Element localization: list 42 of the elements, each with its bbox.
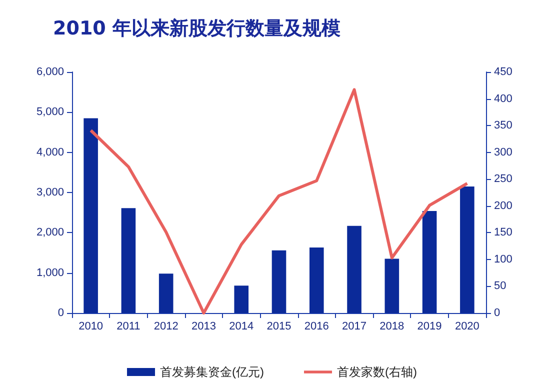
y2-tick-label: 400 — [494, 92, 512, 105]
y2-tick-label: 100 — [494, 253, 512, 266]
chart-title: 2010 年以来新股发行数量及规模 — [53, 18, 340, 40]
line-series — [89, 88, 469, 314]
x-tick-label: 2020 — [454, 320, 480, 332]
y2-tick-label: 0 — [494, 307, 500, 319]
bar — [121, 208, 136, 313]
y2-tick-label: 150 — [494, 226, 512, 239]
x-tick-label: 2010 — [78, 320, 104, 332]
x-tick-label: 2016 — [304, 320, 329, 332]
x-tick-label: 2018 — [380, 320, 404, 332]
y-tick-label: 1,000 — [36, 266, 64, 279]
bar — [422, 210, 437, 313]
y-tick-label: 2,000 — [36, 226, 64, 239]
bar — [460, 186, 474, 313]
bar — [84, 118, 98, 313]
y-tick-label: 5,000 — [36, 106, 64, 118]
x-tick-label: 2011 — [116, 320, 140, 332]
x-tick-label: 2019 — [417, 320, 442, 332]
x-tick-label: 2013 — [191, 320, 216, 332]
y2-tick-label: 450 — [494, 66, 512, 78]
y2-tick-label: 200 — [494, 200, 512, 212]
y-tick-label: 4,000 — [36, 146, 64, 158]
y2-tick-label: 50 — [494, 280, 506, 292]
legend-label: 首发家数(右轴) — [337, 365, 417, 379]
x-tick-label: 2014 — [229, 320, 254, 332]
y2-tick-label: 250 — [494, 173, 512, 186]
bar — [272, 250, 286, 313]
x-tick-label: 2015 — [266, 320, 292, 332]
bar — [234, 286, 249, 313]
bar — [309, 248, 324, 313]
y-tick-label: 0 — [58, 307, 64, 319]
legend-label: 首发募集资金(亿元) — [160, 365, 264, 379]
y-tick-label: 6,000 — [36, 66, 64, 78]
bar — [158, 274, 174, 313]
bar — [347, 226, 362, 313]
y-tick-label: 3,000 — [36, 186, 64, 198]
bar — [384, 258, 400, 313]
x-tick-label: 2012 — [154, 320, 178, 332]
x-tick-label: 2017 — [342, 320, 367, 332]
y2-tick-label: 300 — [494, 146, 512, 158]
y2-tick-label: 350 — [494, 120, 512, 132]
